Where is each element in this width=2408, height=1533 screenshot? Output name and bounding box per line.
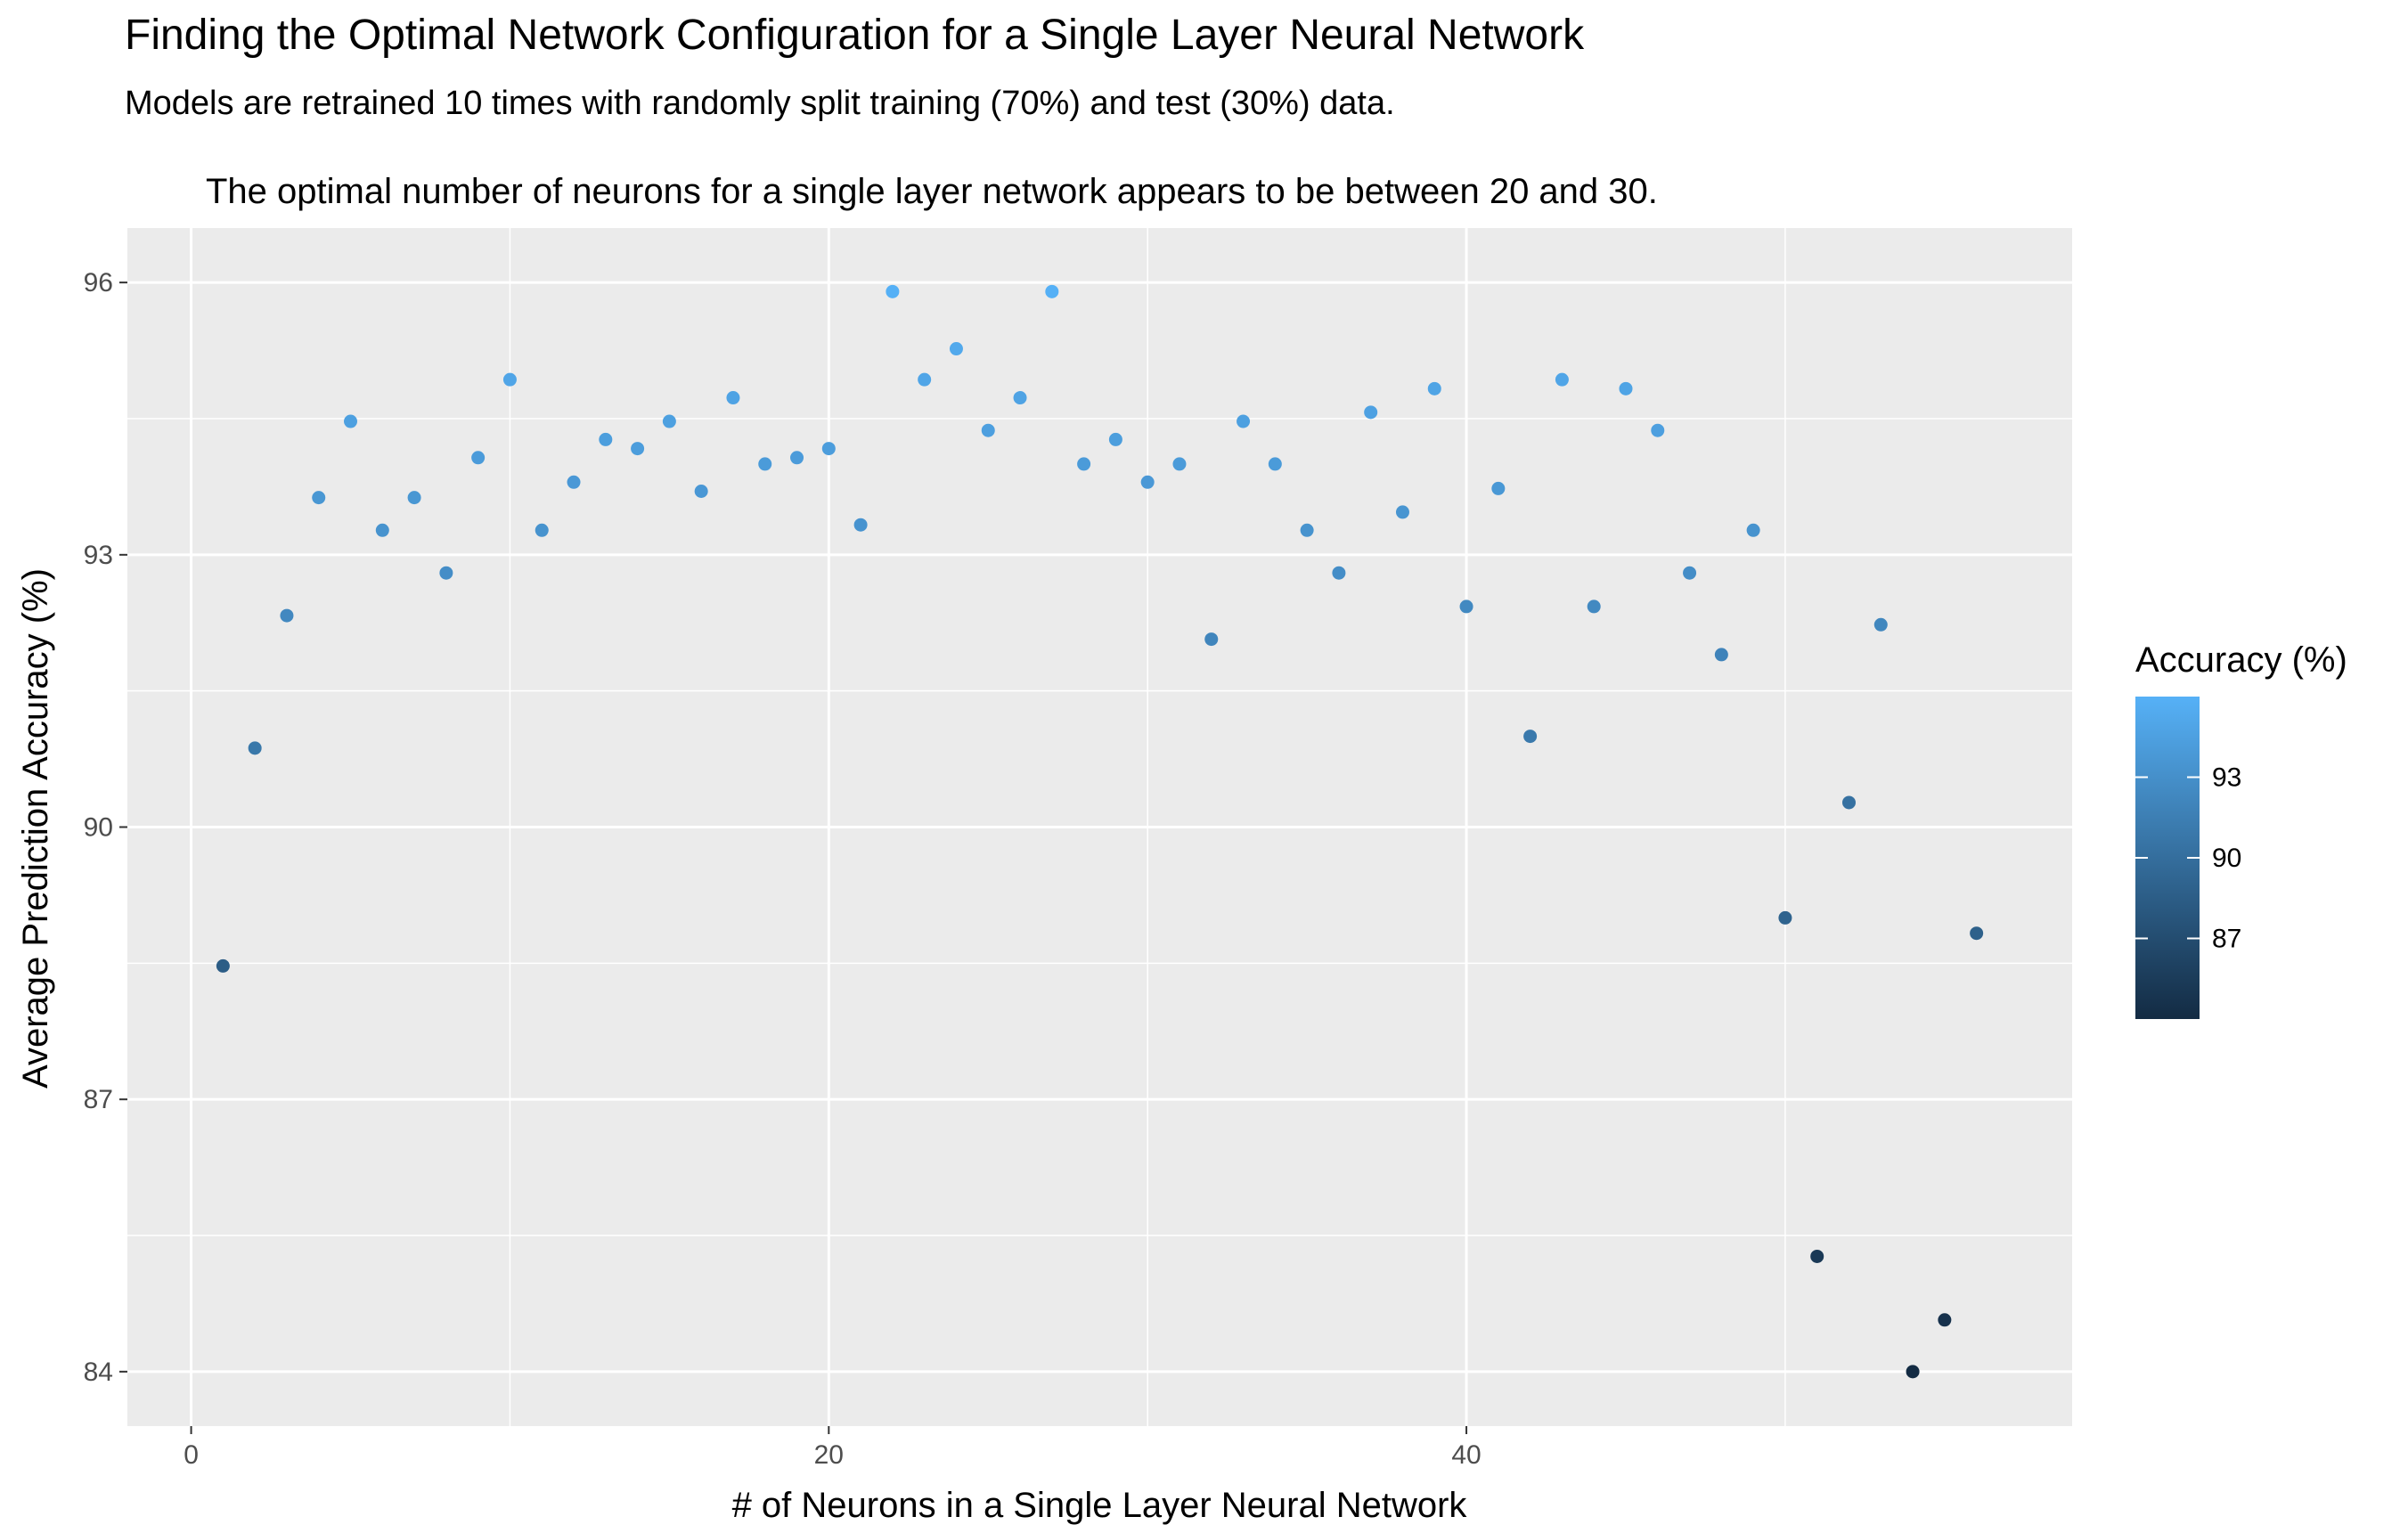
data-point (853, 518, 868, 532)
chart-subtitle: Models are retrained 10 times with rando… (125, 85, 1395, 122)
legend-tick-label: 90 (2212, 844, 2241, 873)
data-point (1332, 566, 1346, 580)
data-point (599, 432, 613, 446)
y-tick-label: 84 (84, 1358, 113, 1387)
data-point (216, 958, 230, 973)
y-tick-label: 87 (84, 1085, 113, 1114)
major-gridlines (127, 228, 2072, 1426)
data-point (1619, 381, 1633, 395)
data-point (821, 442, 836, 456)
data-point (662, 414, 676, 428)
data-point (1523, 730, 1538, 744)
data-point (439, 566, 453, 580)
legend-tick-label: 93 (2212, 763, 2241, 793)
data-point (1108, 432, 1122, 446)
x-tick-label: 20 (814, 1440, 844, 1470)
x-tick-label: 40 (1451, 1440, 1481, 1470)
data-point (726, 391, 740, 405)
data-point (567, 475, 581, 489)
y-tick-label: 96 (84, 268, 113, 298)
chart-caption: The optimal number of neurons for a sing… (206, 172, 1658, 211)
data-point (1013, 391, 1027, 405)
data-point (918, 372, 932, 387)
data-points (216, 284, 1984, 1379)
data-point (1587, 599, 1601, 614)
data-point (949, 342, 963, 356)
data-point (407, 491, 421, 505)
y-tick-label: 90 (84, 813, 113, 843)
legend-ticks: 93 90 87 (2135, 763, 2241, 954)
data-point (1300, 523, 1314, 537)
color-legend: Accuracy (%) 93 90 87 (2135, 640, 2347, 1019)
y-axis-ticks: 84 87 90 93 96 (84, 268, 127, 1387)
data-point (1172, 457, 1187, 471)
data-point (1810, 1249, 1824, 1263)
data-point (1714, 648, 1728, 662)
data-point (694, 484, 708, 498)
data-point (886, 284, 900, 298)
data-point (1491, 481, 1506, 495)
data-point (375, 523, 389, 537)
data-point (1237, 414, 1251, 428)
data-point (1873, 617, 1888, 632)
legend-tick-label: 87 (2212, 925, 2241, 954)
data-point (1906, 1365, 1920, 1379)
x-tick-label: 0 (184, 1440, 199, 1470)
chart-title: Finding the Optimal Network Configuratio… (125, 12, 1585, 59)
data-point (344, 414, 358, 428)
y-tick-label: 93 (84, 541, 113, 570)
data-point (280, 608, 294, 623)
data-point (535, 523, 549, 537)
y-axis-title: Average Prediction Accuracy (%) (16, 568, 55, 1089)
data-point (1140, 475, 1155, 489)
data-point (1778, 910, 1792, 925)
data-point (1555, 372, 1569, 387)
data-point (471, 451, 486, 465)
data-point (631, 442, 645, 456)
data-point (1364, 405, 1378, 420)
data-point (1395, 505, 1409, 519)
data-point (1204, 632, 1219, 647)
data-point (1683, 566, 1697, 580)
data-point (758, 457, 772, 471)
legend-title: Accuracy (%) (2135, 640, 2347, 680)
data-point (1651, 423, 1665, 437)
data-point (1746, 523, 1760, 537)
data-point (1077, 457, 1091, 471)
data-point (1427, 381, 1441, 395)
x-axis-ticks: 0 20 40 (184, 1426, 1482, 1470)
x-axis-title: # of Neurons in a Single Layer Neural Ne… (732, 1486, 1468, 1525)
data-point (790, 451, 804, 465)
data-point (1045, 284, 1059, 298)
data-point (312, 491, 326, 505)
data-point (1459, 599, 1473, 614)
data-point (1938, 1313, 1952, 1327)
data-point (248, 741, 262, 755)
data-point (1268, 457, 1282, 471)
data-point (1841, 795, 1856, 810)
data-point (502, 372, 517, 387)
data-point (1970, 926, 1984, 941)
data-point (981, 423, 995, 437)
